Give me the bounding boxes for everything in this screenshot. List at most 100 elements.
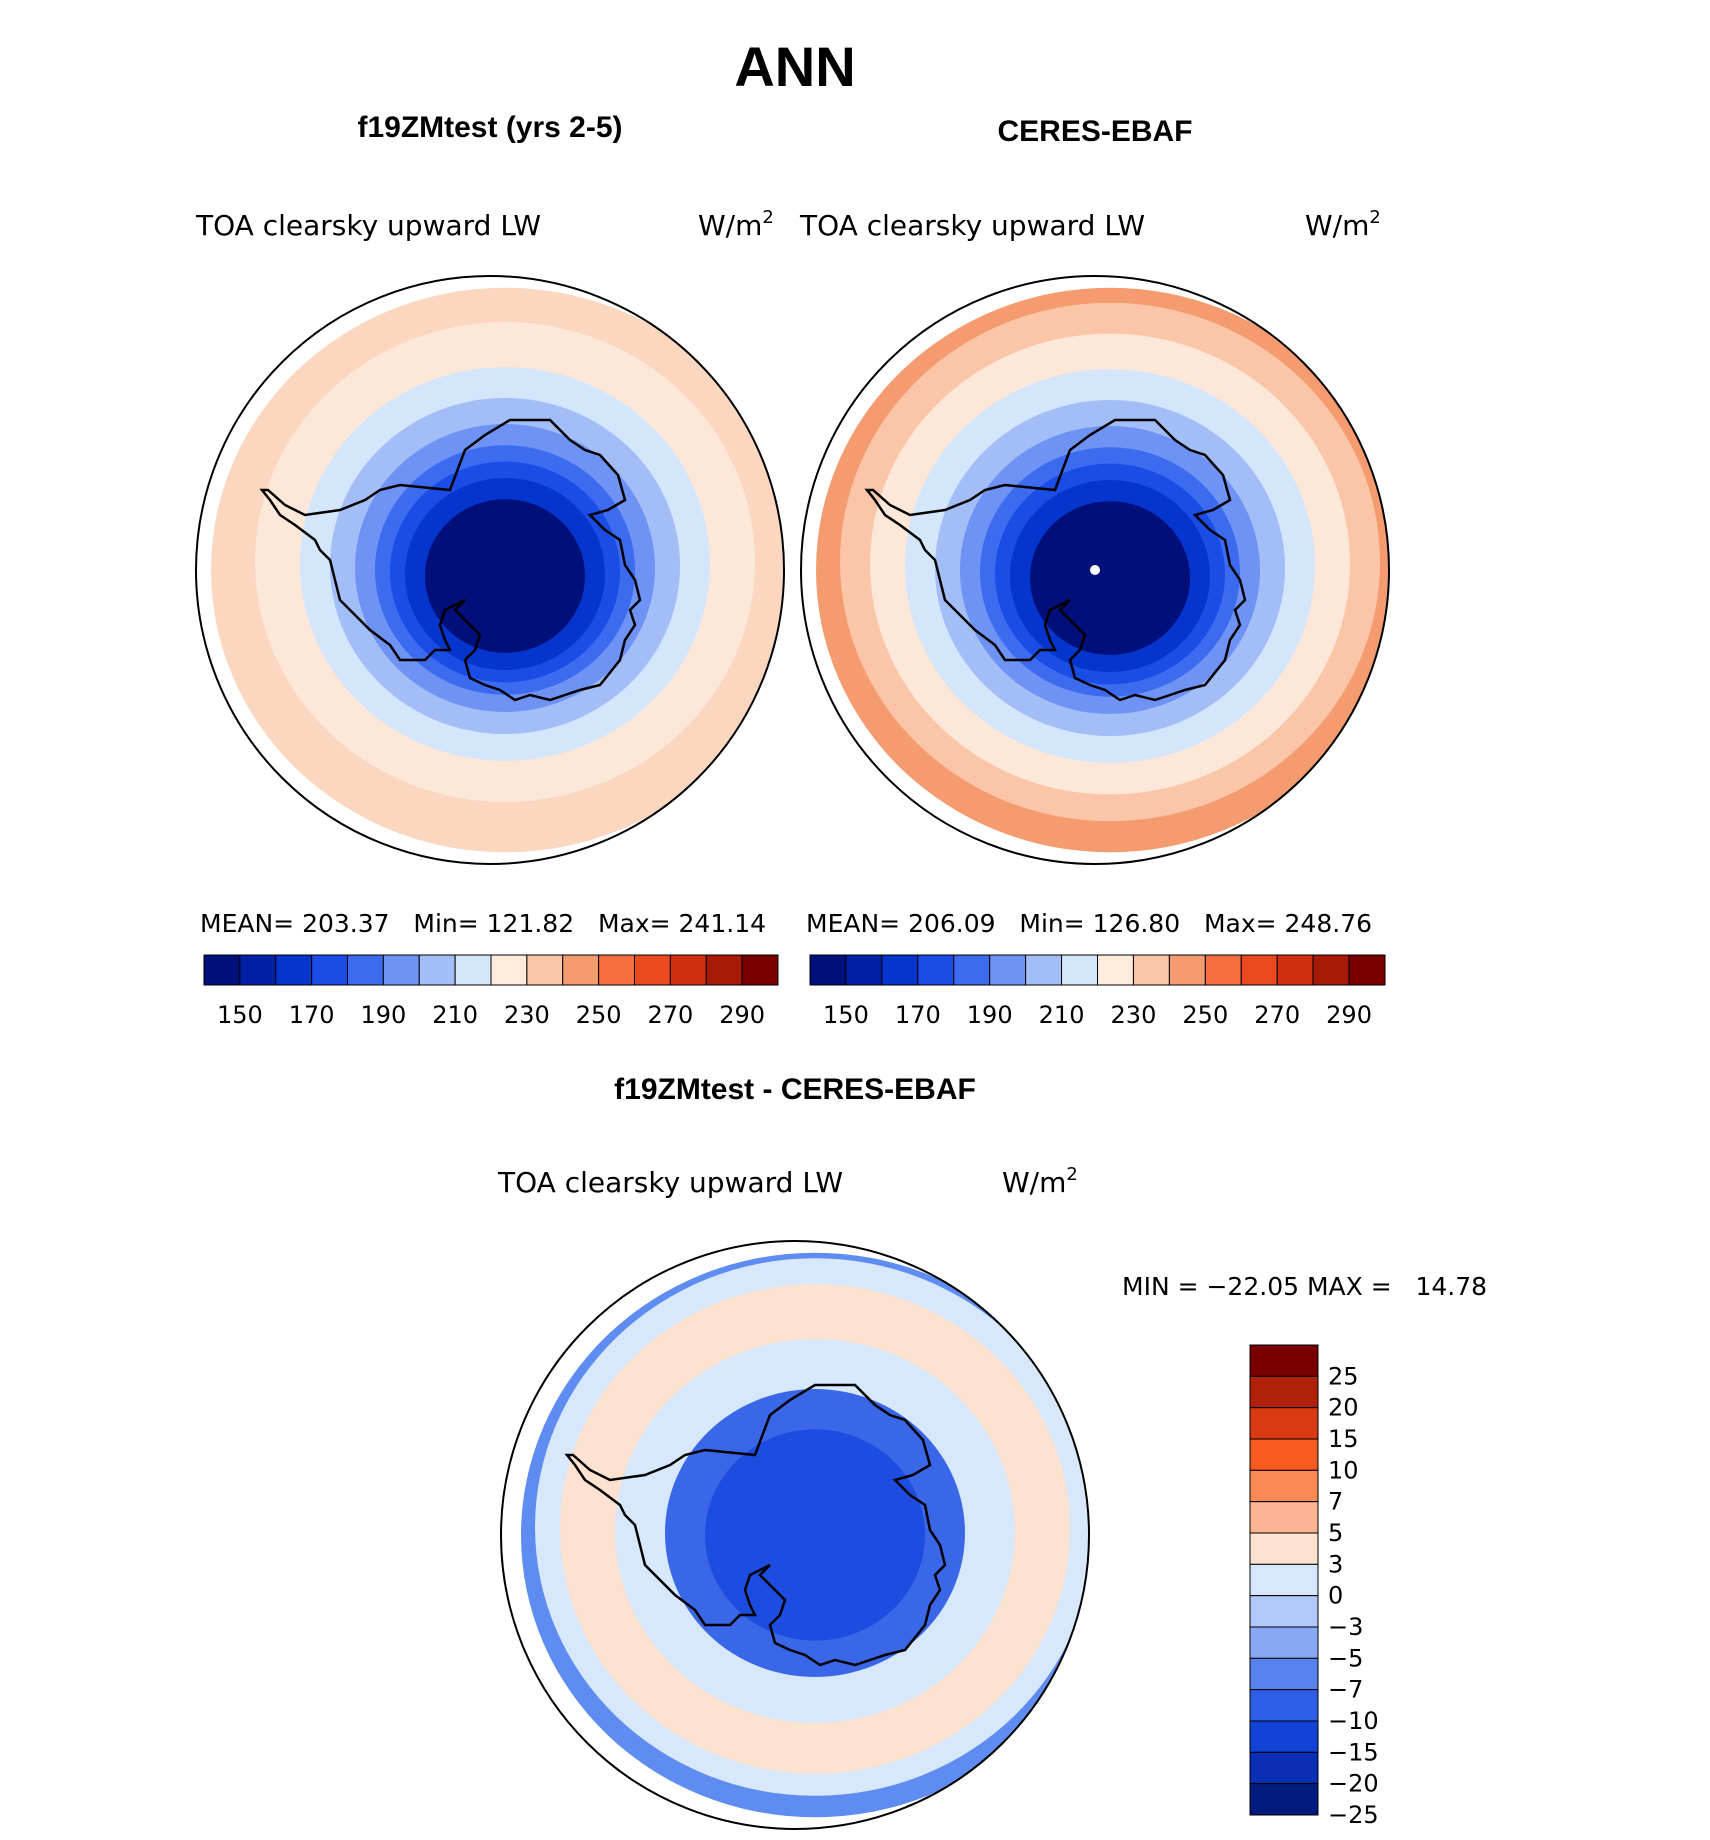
colorbar-tick-label: 270	[1254, 1001, 1300, 1029]
colorbar-tick-label: 230	[504, 1001, 550, 1029]
main-title: ANN	[734, 35, 855, 98]
panel-2-coastline	[864, 418, 1247, 702]
colorbar-swatch	[311, 954, 348, 986]
colorbar-swatch	[1249, 1344, 1319, 1377]
colorbar-swatch	[1249, 1595, 1319, 1628]
panel-3-units-base: W/m	[1002, 1166, 1066, 1199]
map-panel-3	[501, 1241, 1089, 1829]
colorbar-swatch	[490, 954, 528, 986]
colorbar-swatch	[1132, 954, 1170, 986]
colorbar-swatch	[845, 954, 883, 986]
colorbar-tick-label: 250	[576, 1001, 622, 1029]
colorbar-tick-label: 210	[1039, 1001, 1085, 1029]
panel-2-units-base: W/m	[1305, 209, 1369, 242]
colorbar-swatch	[1249, 1563, 1319, 1597]
colorbar-swatch	[1204, 954, 1242, 986]
colorbar-tick-label: −7	[1328, 1676, 1363, 1704]
colorbar-swatch	[634, 954, 671, 986]
colorbar-swatch	[1249, 1689, 1319, 1722]
panel-2-stats: MEAN= 206.09 Min= 126.80 Max= 248.76	[806, 909, 1372, 938]
panel-1-stats: MEAN= 203.37 Min= 121.82 Max= 241.14	[200, 909, 766, 938]
panel-1-units: W/m2	[698, 207, 774, 242]
map-panel-2	[801, 276, 1389, 864]
panel-3-colorbar: 25 20 15 10 7 5 3 0 −3 −5 −7 −10 −15 −20 −25	[1249, 1344, 1379, 1829]
colorbar-swatch	[1249, 1657, 1319, 1691]
colorbar-tick-label: 150	[217, 1001, 263, 1029]
colorbar-swatch	[1249, 1407, 1319, 1440]
colorbar-swatch	[1312, 954, 1350, 986]
colorbar-swatch	[526, 954, 564, 986]
contour-band	[1030, 501, 1190, 655]
colorbar-swatch	[1249, 1626, 1319, 1659]
colorbar-swatch	[1249, 1783, 1319, 1816]
colorbar-tick-label: −10	[1328, 1707, 1379, 1735]
colorbar-swatch	[1097, 954, 1134, 986]
colorbar-tick-label: −20	[1328, 1770, 1379, 1798]
colorbar-swatch	[418, 954, 456, 986]
panel-3-units: W/m2	[1002, 1164, 1078, 1199]
panel-1-field-label: TOA clearsky upward LW	[195, 209, 541, 242]
panel-1-map-border	[195, 275, 785, 865]
colorbar-swatch	[953, 954, 991, 986]
colorbar-swatch	[598, 954, 635, 986]
colorbar-tick-label: 0	[1328, 1582, 1343, 1610]
colorbar-tick-label: 7	[1328, 1488, 1343, 1516]
colorbar-swatch	[1348, 954, 1386, 986]
colorbar-swatch	[275, 954, 313, 986]
colorbar-swatch	[1276, 954, 1314, 986]
colorbar-swatch	[1249, 1501, 1319, 1534]
colorbar-tick-label: 250	[1182, 1001, 1228, 1029]
panel-2-field-label: TOA clearsky upward LW	[799, 209, 1145, 242]
colorbar-swatch	[1249, 1438, 1319, 1471]
colorbar-tick-label: 150	[823, 1001, 869, 1029]
colorbar-swatch	[347, 954, 384, 986]
colorbar-tick-label: 20	[1328, 1394, 1359, 1422]
colorbar-tick-label: 190	[967, 1001, 1013, 1029]
panel-2-units-sup: 2	[1369, 207, 1380, 228]
colorbar-swatch	[454, 954, 492, 986]
colorbar-swatch	[1249, 1375, 1319, 1409]
colorbar-swatch	[1240, 954, 1278, 986]
panel-3-units-sup: 2	[1066, 1164, 1077, 1185]
colorbar-tick-label: 5	[1328, 1519, 1343, 1547]
panel-1-title: f19ZMtest (yrs 2-5)	[357, 111, 622, 144]
colorbar-swatch	[705, 954, 743, 986]
colorbar-swatch	[917, 954, 955, 986]
colorbar-swatch	[881, 954, 919, 986]
panel-2-map-border	[800, 275, 1390, 865]
colorbar-tick-label: 290	[1326, 1001, 1372, 1029]
panel-3-title: f19ZMtest - CERES-EBAF	[614, 1073, 976, 1106]
panel-3-map-border	[500, 1240, 1090, 1830]
colorbar-swatch	[989, 954, 1027, 986]
contour-band	[705, 1429, 925, 1641]
contour-band	[425, 499, 585, 653]
panel-1-units-sup: 2	[762, 207, 773, 228]
colorbar-swatch	[239, 954, 277, 986]
panel-1-coastline	[259, 418, 642, 702]
panel-2-units: W/m2	[1305, 207, 1381, 242]
colorbar-swatch	[1249, 1532, 1319, 1565]
colorbar-swatch	[1025, 954, 1063, 986]
panel-3-field-label: TOA clearsky upward LW	[497, 1166, 843, 1199]
panel-2-pole-marker	[1090, 565, 1100, 575]
colorbar-tick-label: 10	[1328, 1456, 1359, 1484]
colorbar-swatch	[741, 954, 779, 986]
colorbar-tick-label: −3	[1328, 1613, 1363, 1641]
panel-2-title: CERES-EBAF	[997, 115, 1192, 148]
colorbar-swatch	[1168, 954, 1206, 986]
colorbar-swatch	[562, 954, 600, 986]
colorbar-tick-label: 190	[360, 1001, 406, 1029]
colorbar-tick-label: 230	[1111, 1001, 1157, 1029]
colorbar-tick-label: −5	[1328, 1644, 1363, 1672]
colorbar-tick-label: 170	[895, 1001, 941, 1029]
colorbar-swatch	[669, 954, 707, 986]
colorbar-tick-label: 210	[432, 1001, 478, 1029]
colorbar-tick-label: 290	[719, 1001, 765, 1029]
colorbar-swatch	[1061, 954, 1098, 986]
panel-3-stats: MIN = −22.05 MAX = 14.78	[1122, 1272, 1487, 1301]
colorbar-tick-label: 170	[289, 1001, 335, 1029]
colorbar-tick-label: 15	[1328, 1425, 1359, 1453]
colorbar-swatch	[203, 954, 241, 986]
panel-2-colorbar: 150 170 190 210 230 250 270 290	[809, 954, 1386, 1029]
